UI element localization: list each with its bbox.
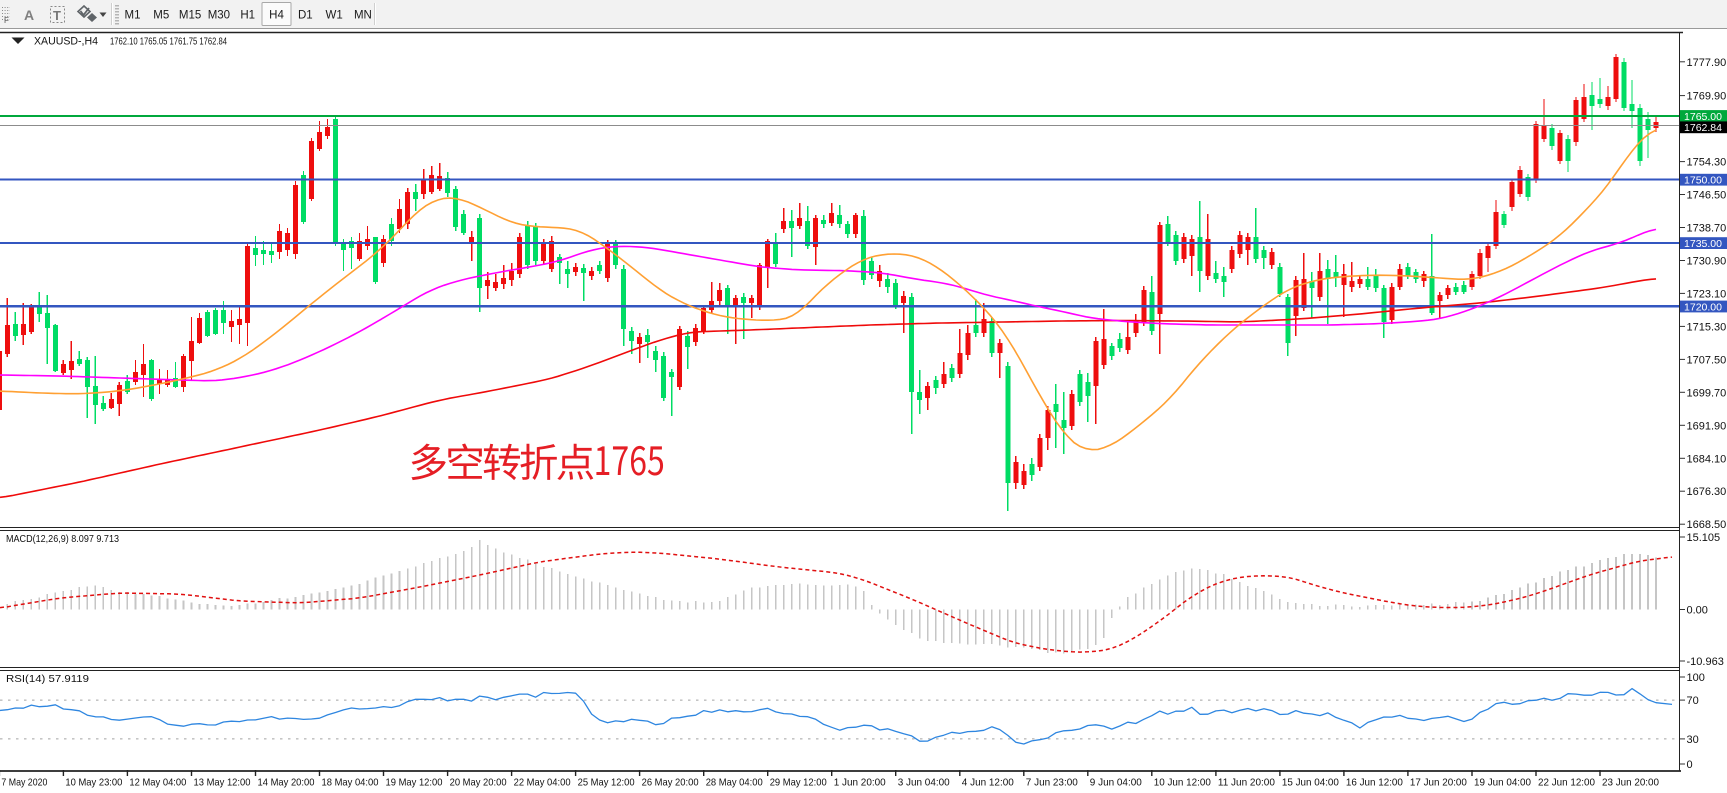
svg-text:1769.90: 1769.90: [1687, 91, 1727, 103]
svg-text:1715.30: 1715.30: [1687, 321, 1727, 333]
svg-text:7 Jun 23:00: 7 Jun 23:00: [1026, 777, 1078, 789]
svg-text:H1: H1: [240, 10, 255, 22]
svg-text:1762.10 1765.05 1761.75 1762.8: 1762.10 1765.05 1761.75 1762.84: [110, 36, 227, 48]
svg-text:T: T: [53, 8, 61, 23]
svg-text:18 May 04:00: 18 May 04:00: [322, 777, 379, 789]
svg-text:1738.70: 1738.70: [1687, 223, 1727, 235]
svg-text:11 Jun 20:00: 11 Jun 20:00: [1218, 777, 1275, 789]
svg-text:23 Jun 20:00: 23 Jun 20:00: [1602, 777, 1659, 789]
svg-text:16 Jun 12:00: 16 Jun 12:00: [1346, 777, 1403, 789]
svg-text:A: A: [24, 7, 34, 23]
svg-text:17 Jun 20:00: 17 Jun 20:00: [1410, 777, 1467, 789]
svg-text:25 May 12:00: 25 May 12:00: [578, 777, 635, 789]
svg-text:4 Jun 12:00: 4 Jun 12:00: [962, 777, 1014, 789]
svg-text:1762.84: 1762.84: [1684, 122, 1722, 134]
svg-text:1746.50: 1746.50: [1687, 190, 1727, 202]
svg-text:13 May 12:00: 13 May 12:00: [194, 777, 251, 789]
svg-text:10 Jun 12:00: 10 Jun 12:00: [1154, 777, 1211, 789]
svg-text:20 May 20:00: 20 May 20:00: [450, 777, 507, 789]
svg-text:0.00: 0.00: [1687, 605, 1708, 617]
svg-text:MN: MN: [354, 10, 372, 22]
svg-text:1750.00: 1750.00: [1684, 175, 1722, 187]
svg-text:29 May 12:00: 29 May 12:00: [770, 777, 827, 789]
svg-text:26 May 20:00: 26 May 20:00: [642, 777, 699, 789]
svg-text:1723.10: 1723.10: [1687, 288, 1727, 300]
svg-text:70: 70: [1687, 695, 1699, 707]
svg-text:100: 100: [1687, 672, 1705, 684]
svg-text:1684.10: 1684.10: [1687, 453, 1727, 465]
svg-text:H4: H4: [269, 10, 284, 22]
svg-text:15.105: 15.105: [1687, 532, 1721, 544]
svg-text:14 May 20:00: 14 May 20:00: [258, 777, 315, 789]
svg-text:F: F: [4, 16, 9, 25]
svg-text:1676.30: 1676.30: [1687, 486, 1727, 498]
svg-text:W1: W1: [325, 10, 342, 22]
svg-text:1720.00: 1720.00: [1684, 301, 1722, 313]
svg-text:1754.30: 1754.30: [1687, 157, 1727, 169]
svg-text:10 May 23:00: 10 May 23:00: [65, 777, 122, 789]
svg-text:22 May 04:00: 22 May 04:00: [514, 777, 571, 789]
svg-text:1777.90: 1777.90: [1687, 57, 1727, 69]
svg-text:1 Jun 20:00: 1 Jun 20:00: [834, 777, 886, 789]
svg-text:15 Jun 04:00: 15 Jun 04:00: [1282, 777, 1339, 789]
svg-text:1765.00: 1765.00: [1684, 111, 1722, 123]
svg-text:M15: M15: [179, 10, 201, 22]
svg-text:1691.90: 1691.90: [1687, 420, 1727, 432]
svg-text:-10.963: -10.963: [1687, 656, 1724, 668]
svg-text:22 Jun 12:00: 22 Jun 12:00: [1538, 777, 1595, 789]
svg-text:1699.70: 1699.70: [1687, 387, 1727, 399]
svg-text:1730.90: 1730.90: [1687, 256, 1727, 268]
svg-text:1735.00: 1735.00: [1684, 238, 1722, 250]
svg-text:MACD(12,26,9) 8.097 9.713: MACD(12,26,9) 8.097 9.713: [6, 533, 119, 545]
svg-text:3 Jun 04:00: 3 Jun 04:00: [898, 777, 950, 789]
svg-text:9 Jun 04:00: 9 Jun 04:00: [1090, 777, 1142, 789]
svg-text:XAUUSD-,H4: XAUUSD-,H4: [34, 36, 98, 48]
svg-text:12 May 04:00: 12 May 04:00: [129, 777, 186, 789]
svg-text:19 Jun 04:00: 19 Jun 04:00: [1474, 777, 1531, 789]
svg-text:1707.50: 1707.50: [1687, 354, 1727, 366]
svg-text:D1: D1: [298, 10, 313, 22]
svg-text:0: 0: [1687, 759, 1693, 771]
svg-text:1668.50: 1668.50: [1687, 519, 1727, 531]
svg-text:RSI(14) 57.9119: RSI(14) 57.9119: [6, 673, 89, 685]
svg-text:30: 30: [1687, 734, 1699, 746]
svg-text:M30: M30: [208, 10, 230, 22]
svg-text:M5: M5: [153, 10, 169, 22]
svg-text:19 May 12:00: 19 May 12:00: [386, 777, 443, 789]
svg-text:7 May 2020: 7 May 2020: [1, 777, 47, 789]
svg-text:M1: M1: [125, 10, 141, 22]
svg-text:28 May 04:00: 28 May 04:00: [706, 777, 763, 789]
